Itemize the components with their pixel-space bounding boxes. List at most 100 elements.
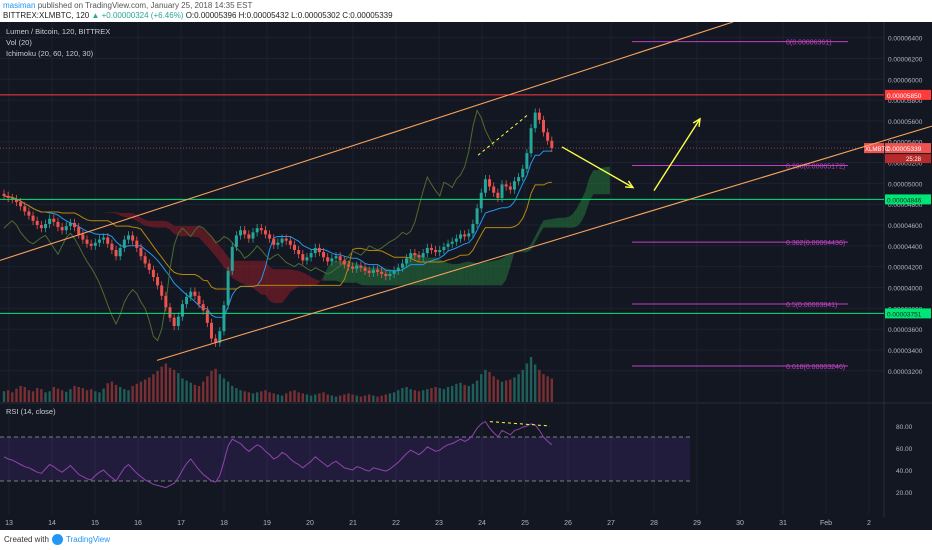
candle-body <box>172 317 176 326</box>
volume-bar <box>222 378 226 402</box>
volume-bar <box>363 395 367 402</box>
ichimoku-cloud-segment <box>215 240 220 262</box>
fib-level-label: 0.5(0.00003841) <box>786 302 837 309</box>
candle-body <box>417 255 421 258</box>
projection-arrow-up-head <box>692 117 701 127</box>
volume-bar <box>442 389 446 402</box>
projection-arrow-down <box>561 146 634 189</box>
price-tick-label: 0.00003200 <box>888 369 923 376</box>
candle-body <box>492 186 496 193</box>
volume-bar <box>322 392 325 402</box>
publish-header: masiman published on TradingView.com, Ja… <box>0 0 932 22</box>
candle-body <box>31 215 35 221</box>
candle-body <box>384 273 388 277</box>
ichimoku-cloud-segment <box>340 260 345 283</box>
candle-body <box>280 238 284 243</box>
candle-body <box>23 206 27 212</box>
volume-bar <box>434 387 437 402</box>
author-link[interactable]: masiman <box>3 1 36 10</box>
volume-bar <box>251 393 255 402</box>
ichimoku-cloud-segment <box>244 260 249 287</box>
volume-bar <box>2 391 6 402</box>
created-with-text: Created with <box>4 535 49 544</box>
ichimoku-cloud-segment <box>464 261 469 286</box>
candle-body <box>201 304 205 311</box>
ichimoku-base-line <box>3 181 552 290</box>
candle-body <box>508 186 512 190</box>
volume-bar <box>235 388 238 402</box>
volume-bar <box>77 387 80 402</box>
candle-body <box>396 267 400 271</box>
candle-body <box>388 273 392 277</box>
volume-bar <box>152 374 155 402</box>
candle-body <box>413 253 417 256</box>
date-tick-label: 29 <box>693 520 701 527</box>
candle-body <box>533 112 537 129</box>
candle-body <box>73 222 77 228</box>
ichimoku-cloud-segment <box>414 253 419 286</box>
volume-bar <box>131 385 134 402</box>
candle-body <box>450 241 454 244</box>
ichimoku-cloud-segment <box>452 264 457 286</box>
candle-body <box>27 211 31 216</box>
volume-bar <box>534 364 537 402</box>
ichimoku-cloud-segment <box>493 259 498 286</box>
candle-body <box>205 310 209 323</box>
price-tick-label: 0.00004800 <box>888 202 923 209</box>
rsi-tick-label: 40.00 <box>896 468 913 475</box>
volume-bar <box>52 387 55 402</box>
ichimoku-cloud-segment <box>506 254 511 280</box>
candle-body <box>405 258 409 264</box>
ichimoku-cloud-segment <box>157 220 162 228</box>
tradingview-brand-link[interactable]: TradingView <box>66 535 111 544</box>
rsi-band <box>0 437 690 481</box>
candle-body <box>309 253 313 258</box>
candle-body <box>475 208 479 224</box>
volume-bar <box>376 396 379 402</box>
candle-body <box>239 230 243 236</box>
volume-bar <box>401 388 404 402</box>
volume-bar <box>210 370 213 402</box>
candle-body <box>251 232 255 239</box>
candle-body <box>222 305 226 332</box>
volume-bar <box>19 385 22 402</box>
ichimoku-cloud-segment <box>294 270 299 290</box>
candle-body <box>467 233 471 237</box>
volume-bar <box>309 395 313 402</box>
volume-bar <box>372 395 375 402</box>
ichimoku-cloud-segment <box>410 253 415 286</box>
ichimoku-cloud-segment <box>489 260 494 286</box>
chart-area[interactable]: 0.00006400 0.00006200 0.00006000 0.00005800… <box>0 21 932 530</box>
candle-body <box>521 168 525 178</box>
candle-body <box>60 227 64 231</box>
ichimoku-cloud-segment <box>323 267 328 281</box>
ichimoku-cloud-segment <box>472 262 478 286</box>
candle-body <box>160 285 164 296</box>
candle-body <box>504 184 508 187</box>
candle-body <box>127 235 130 240</box>
ichimoku-cloud-segment <box>585 178 590 215</box>
candle-body <box>488 179 492 187</box>
candle-body <box>97 239 101 243</box>
candle-body <box>122 239 126 248</box>
ichimoku-cloud-segment <box>199 226 204 243</box>
volume-bar <box>330 395 334 402</box>
rsi-tick-label: 20.00 <box>896 490 913 497</box>
volume-bar <box>185 380 188 402</box>
candle-body <box>263 230 267 235</box>
volume-bar <box>243 391 246 402</box>
ichimoku-cloud-segment <box>481 261 486 286</box>
candle-body <box>380 271 384 274</box>
volume-bar <box>471 383 475 402</box>
ichimoku-cloud-segment <box>385 268 390 286</box>
volume-bar <box>417 391 421 402</box>
candle-body <box>442 246 446 250</box>
date-tick-label: 20 <box>306 520 314 527</box>
candle-body <box>135 240 139 248</box>
candle-body <box>326 257 330 262</box>
volume-bar <box>264 390 267 402</box>
candle-body <box>434 250 438 253</box>
price-chart-svg[interactable]: 0.00006400 0.00006200 0.00006000 0.00005800… <box>0 21 932 530</box>
candle-body <box>284 238 288 241</box>
date-tick-label: 14 <box>48 520 56 527</box>
